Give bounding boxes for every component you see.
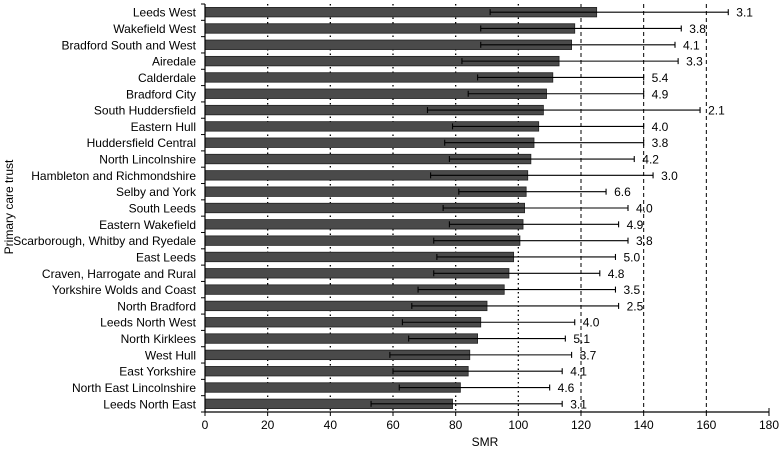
category-label: Eastern Hull [131,120,196,134]
data-label: 4.2 [642,153,659,167]
category-label: Airedale [152,55,196,69]
x-tick-label: 20 [261,418,275,432]
category-label: South Leeds [129,202,196,216]
data-label: 3.1 [570,397,587,411]
category-label: Wakefield West [113,22,196,36]
data-label: 2.5 [627,299,644,313]
category-label: Bradford South and West [61,38,196,52]
category-label: East Yorkshire [119,365,196,379]
data-label: 4.9 [627,218,644,232]
category-label: Scarborough, Whitby and Ryedale [13,234,196,248]
category-label: Leeds West [133,6,197,20]
data-label: 4.6 [558,381,575,395]
category-label: Eastern Wakefield [99,218,196,232]
category-label: East Leeds [136,250,196,264]
x-axis-title: SMR [472,435,499,449]
category-label: North Kirklees [121,332,196,346]
data-label: 3.1 [736,6,753,20]
x-tick-label: 100 [508,418,528,432]
data-label: 4.0 [583,316,600,330]
x-tick-label: 80 [449,418,463,432]
category-label: Bradford City [126,87,196,101]
data-label: 4.1 [683,38,700,52]
data-label: 3.3 [686,55,703,69]
category-label: Selby and York [116,185,197,199]
data-label: 3.5 [623,283,640,297]
category-label: West Hull [145,348,196,362]
category-label: Hambleton and Richmondshire [31,169,196,183]
category-label: Huddersfield Central [87,136,196,150]
category-label: Yorkshire Wolds and Coast [52,283,197,297]
x-tick-label: 60 [386,418,400,432]
category-label: North Bradford [117,299,196,313]
x-tick-label: 160 [696,418,716,432]
category-label: North East Lincolnshire [72,381,196,395]
data-label: 3.8 [689,22,706,36]
data-label: 5.4 [652,71,669,85]
data-label: 4.9 [652,87,669,101]
category-labels: Leeds West Wakefield West Bradford South a… [13,6,197,412]
data-label: 4.0 [636,202,653,216]
error-bars [370,9,729,407]
x-tick-label: 0 [202,418,209,432]
data-label: 4.0 [652,120,669,134]
data-label: 6.6 [614,185,631,199]
data-label: 3.7 [580,348,597,362]
category-label: Leeds North West [100,316,196,330]
x-tick-label: 180 [759,418,779,432]
x-tick-label: 120 [571,418,591,432]
data-label: 5.0 [623,250,640,264]
data-label: 2.1 [708,104,725,118]
category-label: Calderdale [138,71,196,85]
data-label: 3.0 [661,169,678,183]
axes: 0 20 40 60 80 100 120 140 160 180 [201,3,779,432]
y-axis-title: Primary care trust [2,159,16,254]
data-label: 5.1 [573,332,590,346]
data-label: 4.1 [570,365,587,379]
category-label: Leeds North East [103,397,196,411]
category-label: South Huddersfield [94,104,196,118]
data-labels: 3.1 3.8 4.1 3.3 5.4 4.9 2.1 4.0 3.8 4.23.0 6.6 4.0 4… [558,6,754,412]
data-label: 3.8 [652,136,669,150]
category-label: Craven, Harrogate and Rural [42,267,196,281]
x-tick-label: 40 [324,418,338,432]
x-tick-label: 140 [634,418,654,432]
data-label: 3.8 [636,234,653,248]
category-label: North Lincolnshire [99,153,196,167]
data-label: 4.8 [608,267,625,281]
